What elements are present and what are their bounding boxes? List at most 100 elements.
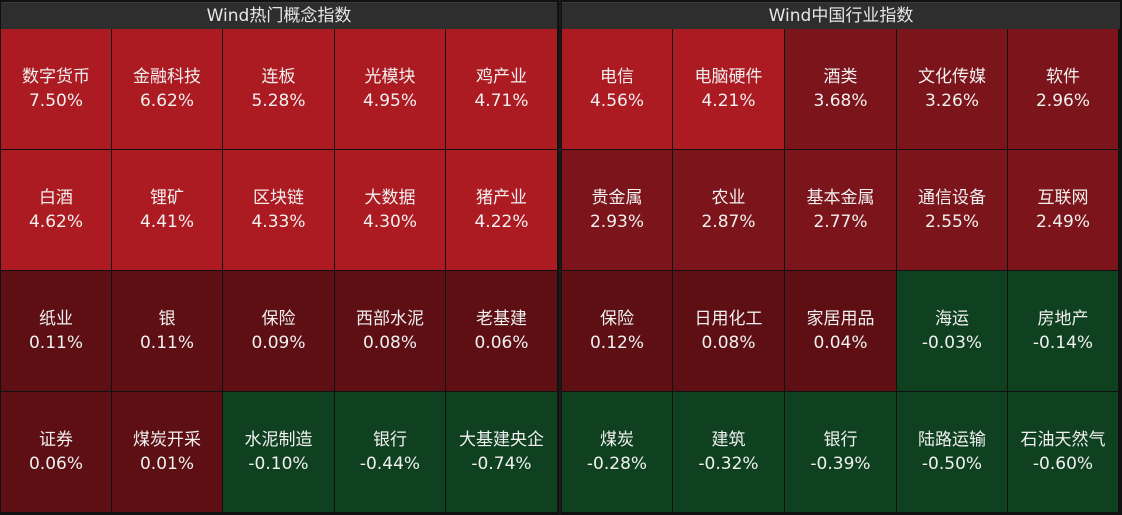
index-tile[interactable]: 金融科技 6.62% <box>112 29 222 149</box>
index-tile[interactable]: 海运 -0.03% <box>897 271 1007 391</box>
index-name: 大数据 <box>364 188 416 208</box>
index-change: 0.11% <box>139 333 194 353</box>
index-name: 互联网 <box>1037 188 1089 208</box>
index-tile[interactable]: 酒类 3.68% <box>785 29 896 149</box>
index-name: 鸡产业 <box>476 67 527 87</box>
index-name: 锂矿 <box>150 188 184 208</box>
index-change: 0.06% <box>474 333 529 353</box>
index-change: -0.32% <box>698 454 759 474</box>
index-name: 老基建 <box>476 309 527 329</box>
index-tile[interactable]: 猪产业 4.22% <box>446 150 557 270</box>
index-change: 4.30% <box>362 212 417 232</box>
index-change: -0.14% <box>1032 333 1094 353</box>
index-change: 4.33% <box>251 212 306 232</box>
index-name: 电脑硬件 <box>694 67 763 87</box>
index-change: 4.71% <box>474 91 529 111</box>
index-tile[interactable]: 农业 2.87% <box>673 150 784 270</box>
industry-index-grid: 电信 4.56% 电脑硬件 4.21% 酒类 3.68% 文化传媒 3.26% 软件 2.96% 贵… <box>562 29 1118 512</box>
index-name: 家居用品 <box>806 309 875 329</box>
index-change: 3.26% <box>924 91 979 111</box>
index-name: 基本金属 <box>806 188 875 208</box>
index-tile[interactable]: 软件 2.96% <box>1008 29 1118 149</box>
index-tile[interactable]: 石油天然气 -0.60% <box>1008 392 1118 512</box>
index-name: 软件 <box>1046 67 1080 87</box>
concept-index-title: Wind热门概念指数 <box>1 2 557 29</box>
index-tile[interactable]: 房地产 -0.14% <box>1008 271 1118 391</box>
index-tile[interactable]: 陆路运输 -0.50% <box>897 392 1007 512</box>
index-tile[interactable]: 贵金属 2.93% <box>562 150 672 270</box>
index-name: 证券 <box>39 430 73 450</box>
index-change: -0.74% <box>471 454 532 474</box>
index-tile[interactable]: 连板 5.28% <box>223 29 334 149</box>
index-name: 连板 <box>261 67 296 87</box>
index-tile[interactable]: 通信设备 2.55% <box>897 150 1007 270</box>
index-change: -0.44% <box>359 454 421 474</box>
index-change: 0.08% <box>362 333 417 353</box>
index-tile[interactable]: 保险 0.09% <box>223 271 334 391</box>
index-change: 6.62% <box>139 91 194 111</box>
index-tile[interactable]: 光模块 4.95% <box>335 29 445 149</box>
index-change: 2.93% <box>589 212 644 232</box>
industry-index-panel: Wind中国行业指数 电信 4.56% 电脑硬件 4.21% 酒类 3.68% 文化传媒 3.… <box>561 0 1122 515</box>
index-change: 5.28% <box>251 91 306 111</box>
index-name: 区块链 <box>253 188 304 208</box>
index-change: 4.62% <box>28 212 83 232</box>
index-change: 3.68% <box>813 91 868 111</box>
index-tile[interactable]: 白酒 4.62% <box>1 150 111 270</box>
index-tile[interactable]: 西部水泥 0.08% <box>335 271 445 391</box>
index-name: 农业 <box>711 188 746 208</box>
index-tile[interactable]: 区块链 4.33% <box>223 150 334 270</box>
index-tile[interactable]: 纸业 0.11% <box>1 271 111 391</box>
index-change: 4.56% <box>589 91 644 111</box>
index-tile[interactable]: 老基建 0.06% <box>446 271 557 391</box>
index-change: -0.10% <box>248 454 309 474</box>
index-name: 电信 <box>600 67 634 87</box>
index-name: 白酒 <box>39 188 73 208</box>
index-tile[interactable]: 互联网 2.49% <box>1008 150 1118 270</box>
index-change: 2.96% <box>1035 91 1090 111</box>
index-tile[interactable]: 银 0.11% <box>112 271 222 391</box>
index-change: -0.28% <box>586 454 648 474</box>
index-name: 数字货币 <box>22 67 90 87</box>
index-change: 0.08% <box>701 333 756 353</box>
index-tile[interactable]: 大基建央企 -0.74% <box>446 392 557 512</box>
index-name: 通信设备 <box>918 188 986 208</box>
index-tile[interactable]: 文化传媒 3.26% <box>897 29 1007 149</box>
index-change: 4.95% <box>362 91 417 111</box>
index-name: 酒类 <box>823 67 858 87</box>
industry-index-title: Wind中国行业指数 <box>562 2 1120 29</box>
index-tile[interactable]: 水泥制造 -0.10% <box>223 392 334 512</box>
index-tile[interactable]: 数字货币 7.50% <box>1 29 111 149</box>
index-change: 2.87% <box>701 212 756 232</box>
index-tile[interactable]: 银行 -0.44% <box>335 392 445 512</box>
index-change: 0.12% <box>589 333 644 353</box>
index-name: 水泥制造 <box>244 430 313 450</box>
index-tile[interactable]: 证券 0.06% <box>1 392 111 512</box>
index-tile[interactable]: 大数据 4.30% <box>335 150 445 270</box>
index-tile[interactable]: 建筑 -0.32% <box>673 392 784 512</box>
index-tile[interactable]: 电信 4.56% <box>562 29 672 149</box>
index-tile[interactable]: 保险 0.12% <box>562 271 672 391</box>
index-tile[interactable]: 鸡产业 4.71% <box>446 29 557 149</box>
index-tile[interactable]: 基本金属 2.77% <box>785 150 896 270</box>
index-name: 大基建央企 <box>459 430 544 450</box>
index-name: 海运 <box>935 309 969 329</box>
index-change: -0.50% <box>921 454 983 474</box>
index-name: 陆路运输 <box>918 430 986 450</box>
index-tile[interactable]: 银行 -0.39% <box>785 392 896 512</box>
index-tile[interactable]: 电脑硬件 4.21% <box>673 29 784 149</box>
index-name: 文化传媒 <box>918 67 986 87</box>
index-change: 0.09% <box>251 333 306 353</box>
index-tile[interactable]: 锂矿 4.41% <box>112 150 222 270</box>
index-name: 石油天然气 <box>1020 430 1106 450</box>
index-change: 2.49% <box>1035 212 1090 232</box>
index-tile[interactable]: 家居用品 0.04% <box>785 271 896 391</box>
index-name: 煤炭开采 <box>133 430 201 450</box>
index-change: 0.11% <box>28 333 83 353</box>
index-tile[interactable]: 日用化工 0.08% <box>673 271 784 391</box>
index-tile[interactable]: 煤炭开采 0.01% <box>112 392 222 512</box>
index-name: 西部水泥 <box>356 309 424 329</box>
index-change: 4.41% <box>139 212 194 232</box>
index-tile[interactable]: 煤炭 -0.28% <box>562 392 672 512</box>
index-change: 4.22% <box>474 212 529 232</box>
